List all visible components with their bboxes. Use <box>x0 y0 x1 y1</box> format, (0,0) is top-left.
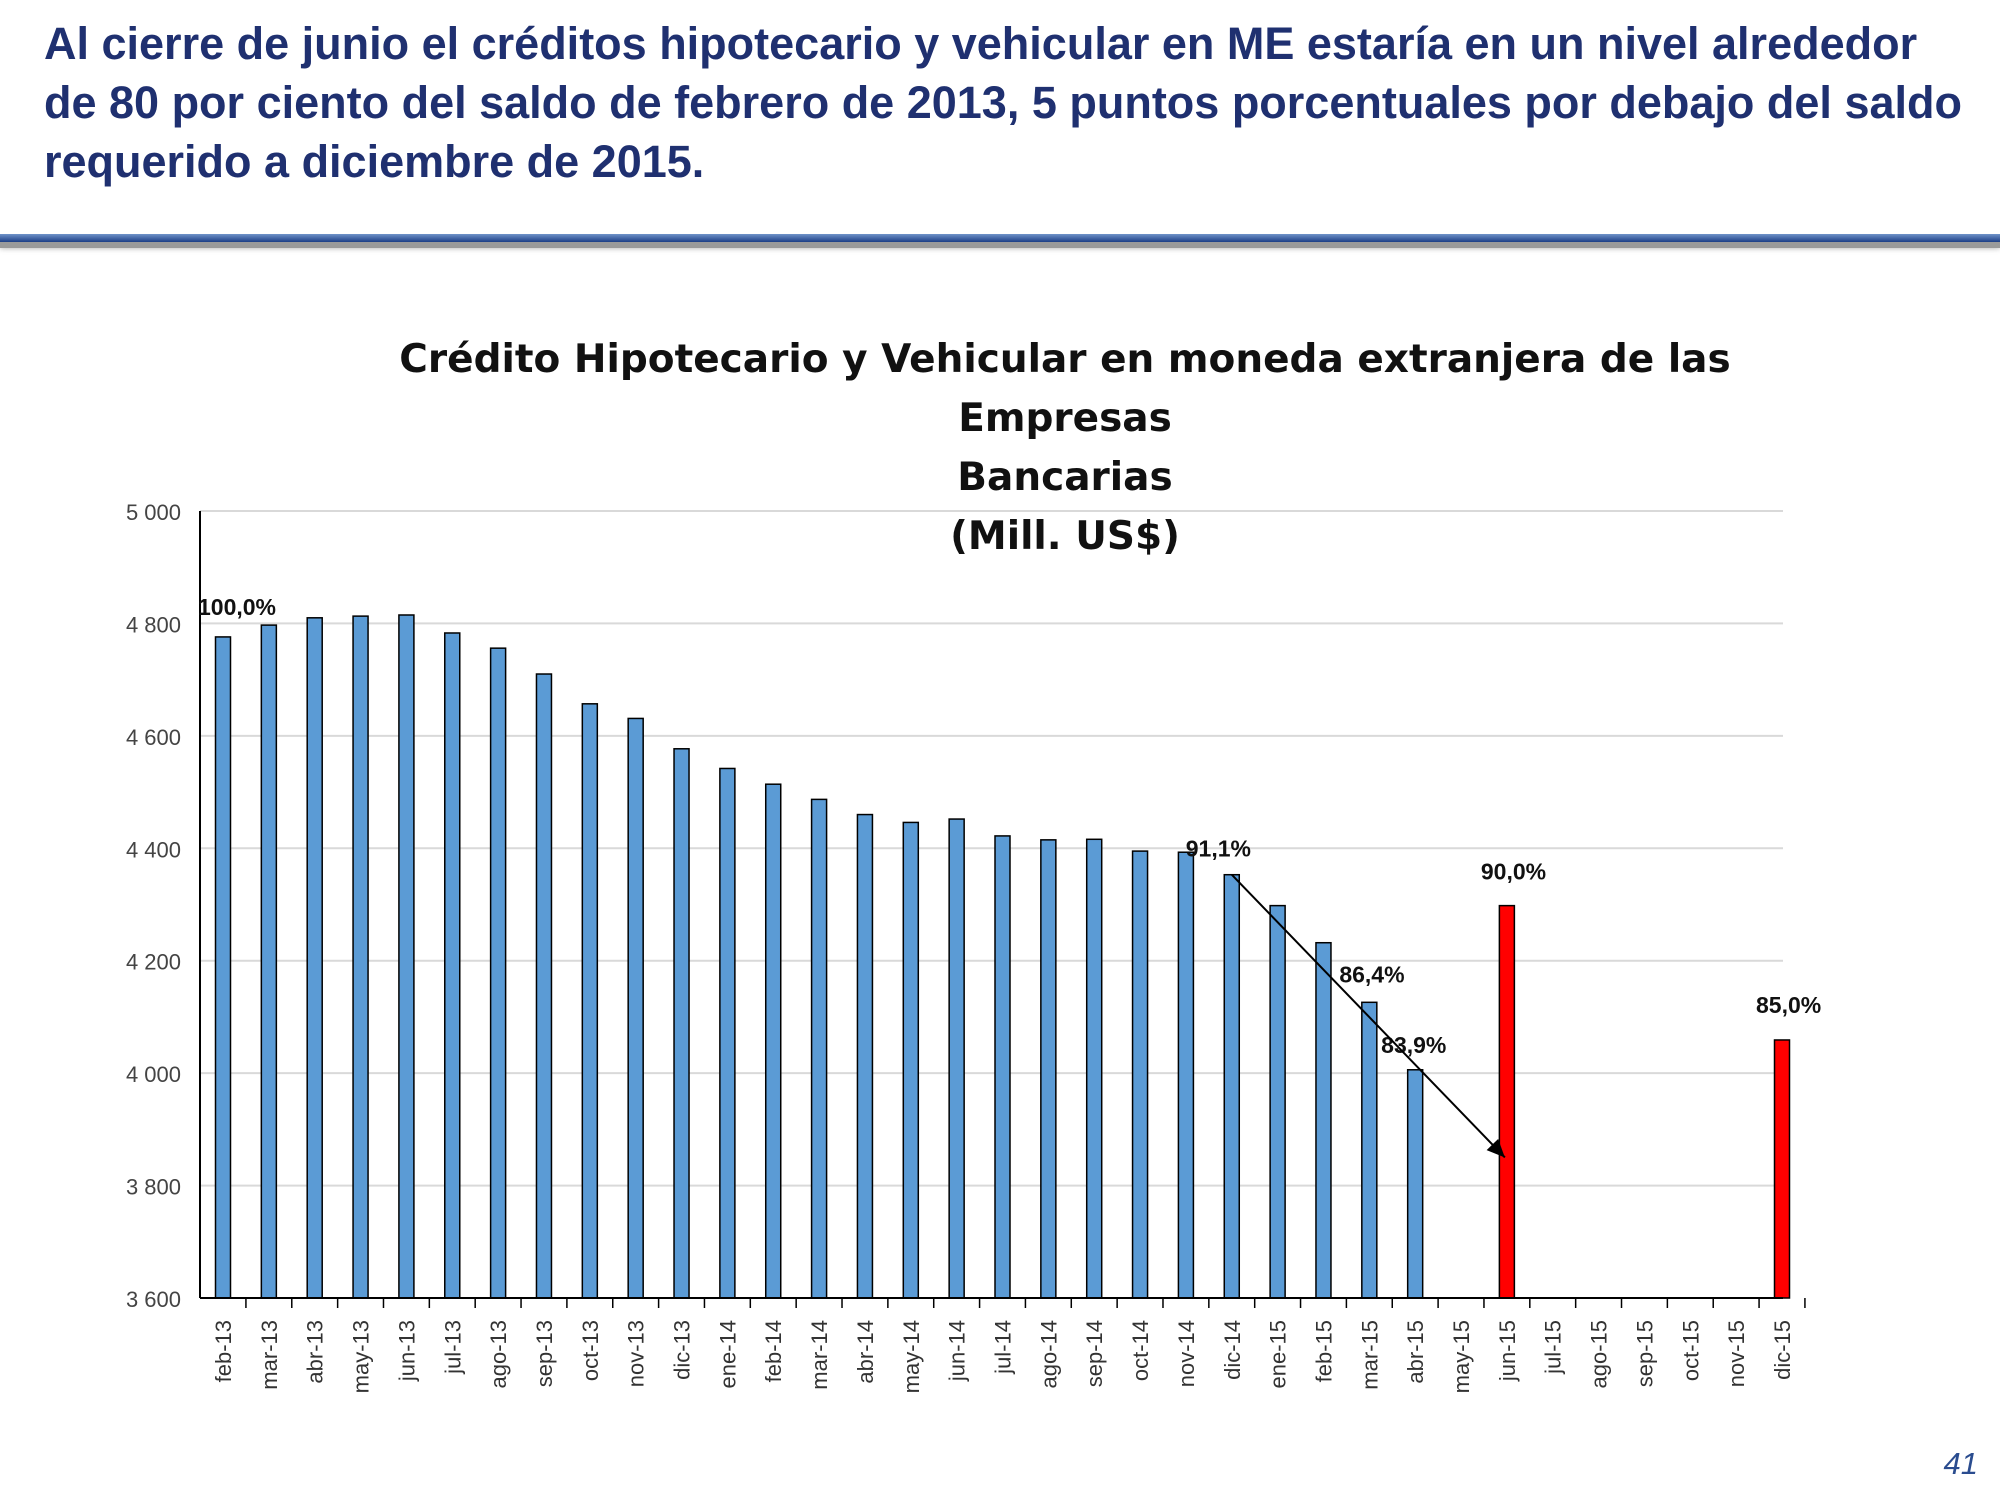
bar <box>398 614 415 1299</box>
chart-title-line-2: Bancarias <box>957 455 1173 500</box>
chart-title-line-1: Crédito Hipotecario y Vehicular en moned… <box>399 337 1731 441</box>
bar <box>719 767 736 1299</box>
bar <box>260 624 278 1299</box>
bar <box>1361 1001 1378 1299</box>
x-tick-label: feb-14 <box>761 1320 786 1382</box>
x-tick-label: jun-14 <box>945 1320 970 1382</box>
bar <box>306 617 323 1299</box>
bar <box>1177 851 1195 1299</box>
bar <box>489 647 507 1299</box>
header-divider-shadow <box>0 242 2000 248</box>
x-tick-label: abr-14 <box>853 1320 878 1384</box>
x-tick-label: jul-14 <box>991 1320 1016 1375</box>
y-tick-label: 5 000 <box>126 500 181 525</box>
bar <box>764 783 782 1299</box>
data-label: 85,0% <box>1756 992 1821 1018</box>
bar <box>352 615 369 1299</box>
data-label: 100,0% <box>198 594 276 620</box>
bar <box>1269 904 1286 1299</box>
x-tick-label: ene-15 <box>1266 1320 1291 1389</box>
bar <box>810 798 828 1299</box>
labels-layer: 100,0% 91,1% 86,4% 83,9% 90,0% 85,0% <box>198 594 1821 1159</box>
x-tick-label: sep-13 <box>532 1320 557 1387</box>
x-tick-label: jun-15 <box>1495 1320 1520 1382</box>
bar <box>214 636 232 1299</box>
x-tick-label: sep-15 <box>1632 1320 1657 1387</box>
slide-heading: Al cierre de junio el créditos hipotecar… <box>44 18 1962 187</box>
y-tick-label: 4 800 <box>126 612 181 637</box>
x-tick-label: ene-14 <box>715 1320 740 1389</box>
x-tick-label: oct-13 <box>578 1320 603 1381</box>
y-tick-label: 3 800 <box>126 1175 181 1200</box>
data-label: 90,0% <box>1481 859 1546 885</box>
bar <box>627 717 644 1299</box>
bar <box>444 632 461 1299</box>
bar <box>1406 1069 1424 1299</box>
data-label: 83,9% <box>1381 1032 1446 1058</box>
x-tick-label: sep-14 <box>1082 1320 1107 1387</box>
bar <box>1131 850 1149 1299</box>
y-tick-label: 4 400 <box>126 837 181 862</box>
bar <box>902 821 920 1299</box>
data-label: 86,4% <box>1339 961 1404 987</box>
header-divider <box>0 234 2000 242</box>
bar-target <box>1773 1039 1791 1299</box>
x-tick-label: dic-13 <box>670 1320 695 1380</box>
bar <box>1085 838 1103 1299</box>
trend-arrow-line <box>1231 874 1506 1159</box>
bar <box>856 813 874 1299</box>
x-tick-label: nov-15 <box>1724 1320 1749 1387</box>
y-tick-label: 4 600 <box>126 725 181 750</box>
page-number: 41 <box>1943 1446 1978 1481</box>
bar <box>581 703 599 1299</box>
x-tick-label: ago-14 <box>1036 1320 1061 1389</box>
bar <box>1040 839 1057 1299</box>
x-tick-label: may-15 <box>1449 1320 1474 1393</box>
bar <box>948 818 965 1299</box>
x-tick-label: jul-13 <box>440 1320 465 1375</box>
x-tick-label: oct-15 <box>1678 1320 1703 1381</box>
x-tick-label: feb-13 <box>211 1320 236 1382</box>
bar <box>535 673 553 1299</box>
x-tick-label: mar-14 <box>807 1320 832 1390</box>
x-tick-label: dic-15 <box>1770 1320 1795 1380</box>
x-tick-label: jul-15 <box>1541 1320 1566 1375</box>
trend-arrow-head <box>1486 1138 1505 1158</box>
x-tick-label: feb-15 <box>1311 1320 1336 1382</box>
data-label: 91,1% <box>1186 836 1251 862</box>
y-tick-label: 4 000 <box>126 1062 181 1087</box>
axis-layer: 3 600 3 800 4 000 4 200 4 400 4 600 4 800 5 000… <box>126 500 1806 1393</box>
x-tick-label: dic-14 <box>1220 1320 1245 1380</box>
x-tick-label: mar-15 <box>1357 1320 1382 1390</box>
bar-target <box>1498 904 1516 1299</box>
chart-title: Crédito Hipotecario y Vehicular en moned… <box>300 330 1830 566</box>
x-tick-label: abr-15 <box>1403 1320 1428 1384</box>
x-tick-label: nov-14 <box>1174 1320 1199 1387</box>
y-tick-label: 3 600 <box>126 1287 181 1312</box>
bar <box>994 835 1011 1299</box>
chart-title-line-3: (Mill. US$) <box>950 514 1180 559</box>
y-tick-label: 4 200 <box>126 950 181 975</box>
bar <box>1315 941 1332 1299</box>
grid-layer <box>200 510 1783 1187</box>
x-tick-label: mar-13 <box>257 1320 282 1390</box>
x-tick-label: abr-13 <box>303 1320 328 1384</box>
bar <box>1223 873 1241 1299</box>
bar <box>673 748 690 1299</box>
x-tick-label: jun-13 <box>394 1320 419 1382</box>
x-tick-label: ago-15 <box>1587 1320 1612 1389</box>
x-tick-label: oct-14 <box>1128 1320 1153 1381</box>
bars-layer <box>214 614 1791 1299</box>
x-tick-label: ago-13 <box>486 1320 511 1389</box>
x-tick-label: nov-13 <box>624 1320 649 1387</box>
x-tick-label: may-14 <box>899 1320 924 1393</box>
x-tick-label: may-13 <box>349 1320 374 1393</box>
